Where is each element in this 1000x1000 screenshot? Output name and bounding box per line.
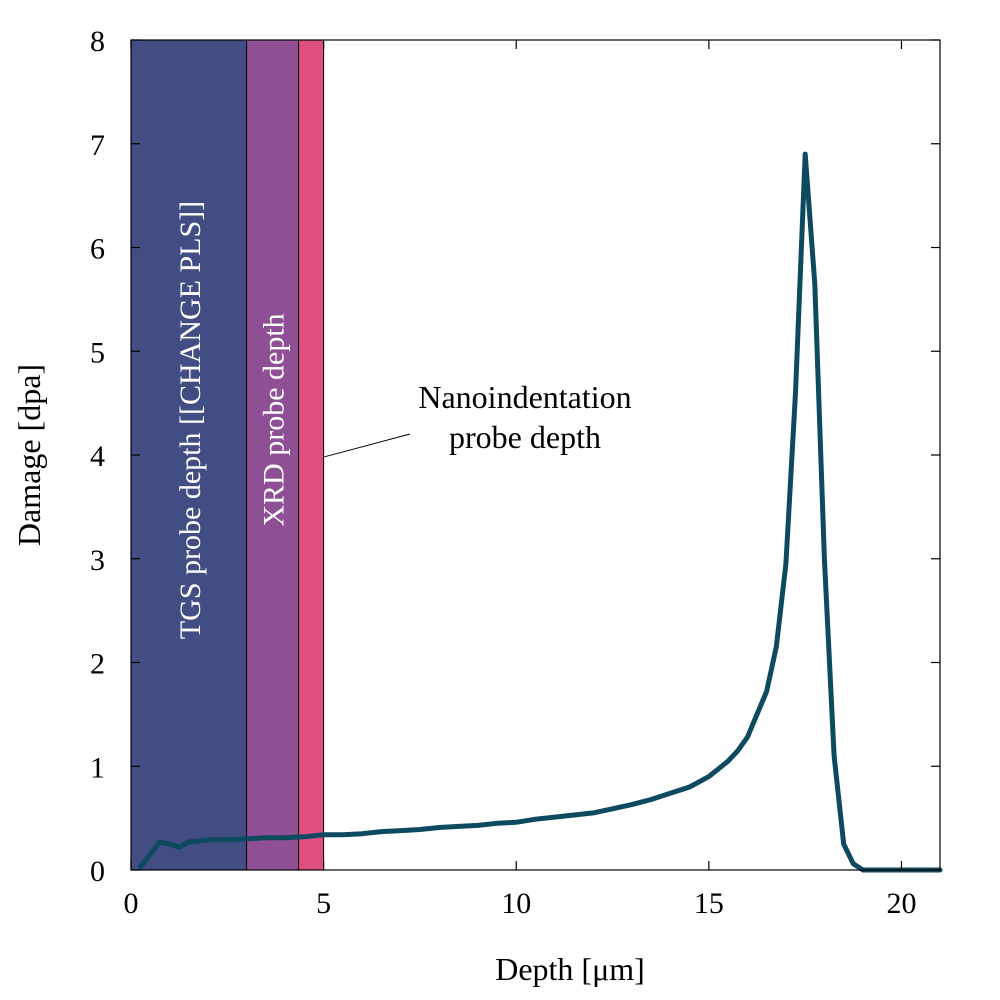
- y-axis-label: Damage [dpa]: [11, 364, 47, 546]
- probe-band-label-2: XRD probe depth: [258, 313, 291, 526]
- annotation-leader-line: [323, 433, 411, 458]
- y-tick-label: 6: [90, 233, 105, 266]
- y-tick-label: 7: [90, 129, 105, 162]
- x-tick-label: 0: [124, 887, 139, 920]
- axis-ticks: 0 5 10 15 20 0 1 2 3 4 5 6 7 8: [90, 25, 940, 920]
- y-tick-label: 4: [90, 440, 105, 473]
- probe-depth-bands: TGS probe depth [[CHANGE PLS]] XRD probe …: [130, 39, 325, 871]
- probe-band-label-1: TGS probe depth [[CHANGE PLS]]: [174, 201, 207, 639]
- probe-band-3: [298, 39, 325, 871]
- y-tick-label: 3: [90, 544, 105, 577]
- y-tick-label: 0: [90, 855, 105, 888]
- y-tick-label: 5: [90, 336, 105, 369]
- y-tick-label: 2: [90, 648, 105, 681]
- y-tick-label: 1: [90, 751, 105, 784]
- annotation-text-line1: Nanoindentation: [418, 379, 631, 415]
- x-axis-label: Depth [μm]: [495, 951, 645, 987]
- x-tick-label: 20: [886, 887, 916, 920]
- x-tick-label: 5: [316, 887, 331, 920]
- probe-band-1: [130, 39, 248, 871]
- x-tick-label: 10: [501, 887, 531, 920]
- probe-band-2: [246, 39, 300, 871]
- y-tick-label: 8: [90, 25, 105, 58]
- series-layer: [138, 151, 943, 873]
- series-line-1: [138, 151, 943, 873]
- annotation-layer: Nanoindentation probe depth: [323, 379, 632, 458]
- x-tick-label: 15: [694, 887, 724, 920]
- annotation-text-line2: probe depth: [449, 419, 601, 455]
